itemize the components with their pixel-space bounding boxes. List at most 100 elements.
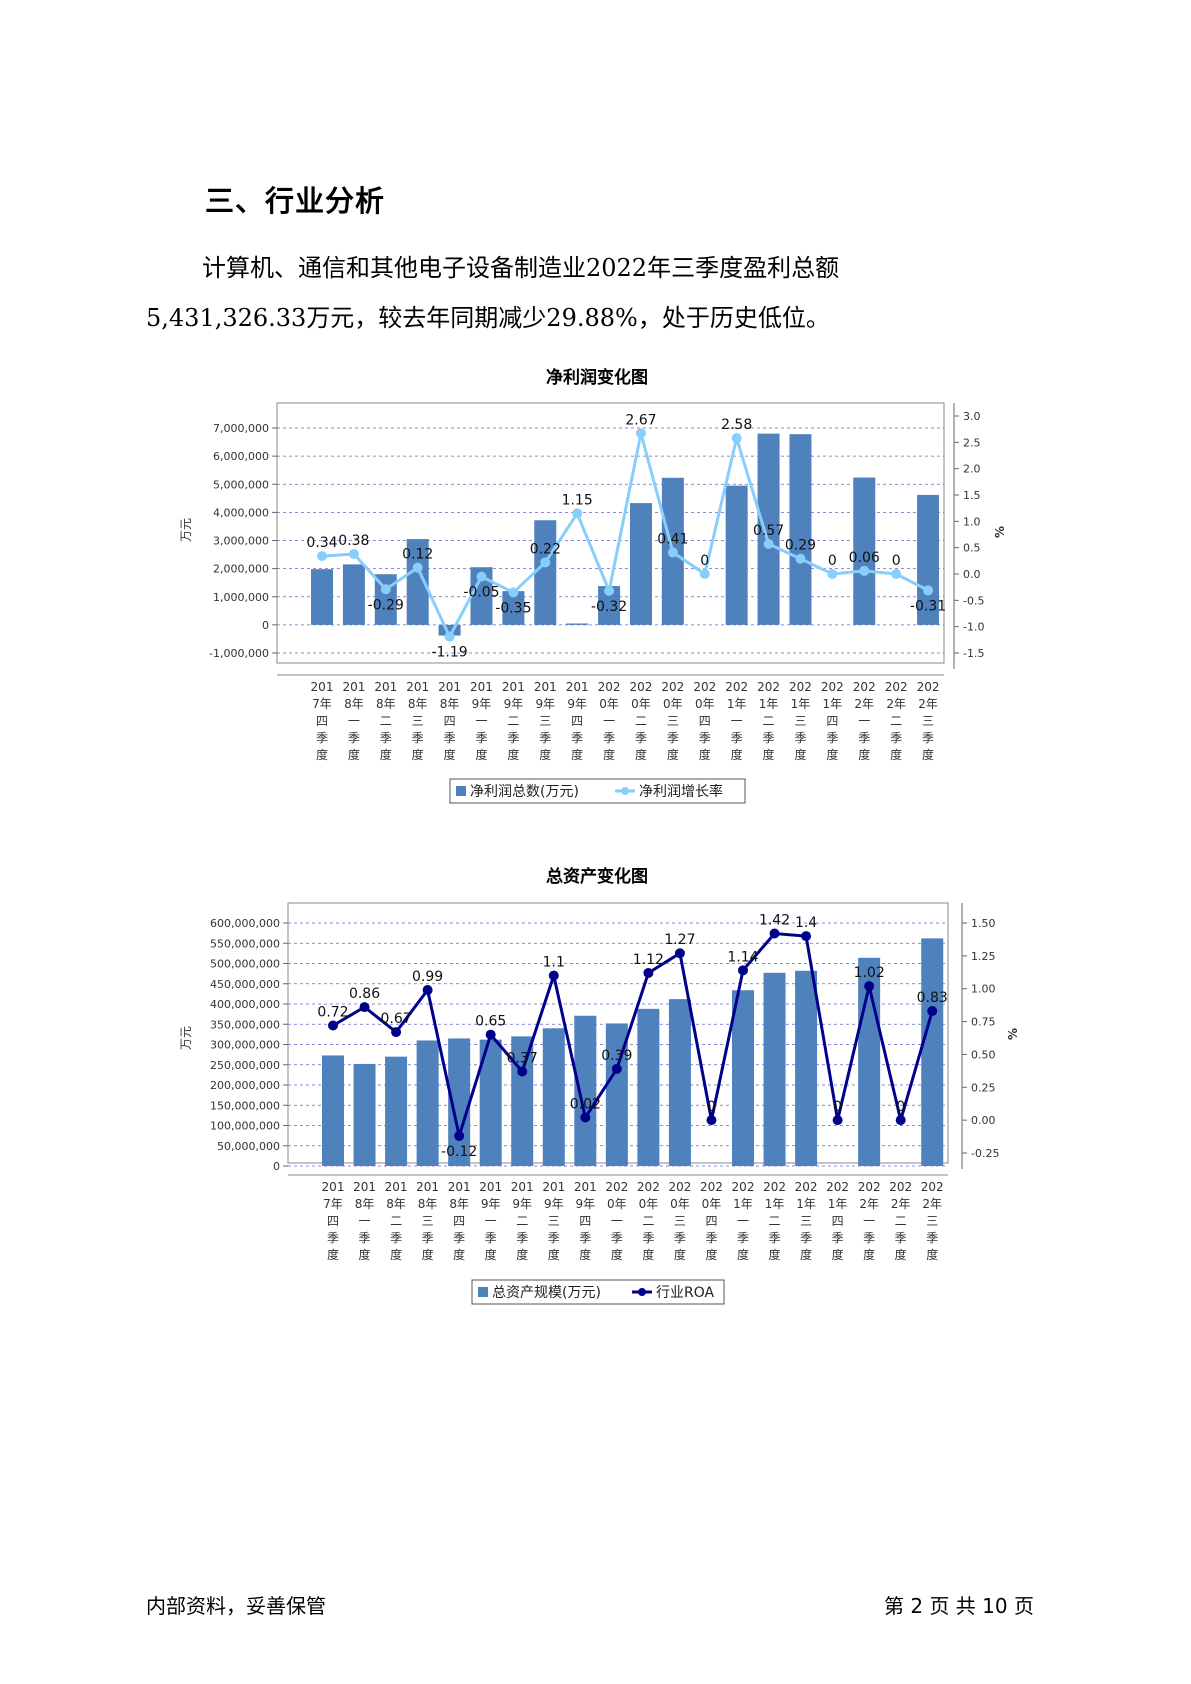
y2-tick-label: -0.25 [971, 1147, 999, 1160]
category-label: 度 [453, 1247, 465, 1262]
line-point-19 [895, 1115, 906, 1126]
line-point-20 [923, 585, 934, 596]
category-label: 季 [826, 731, 838, 745]
data-label-11: 2.67 [625, 412, 656, 428]
category-label: 度 [485, 1247, 497, 1262]
line-point-17 [832, 1115, 843, 1126]
category-label: 度 [890, 747, 902, 762]
legend-bar-swatch [478, 1287, 488, 1297]
category-label: 2年 [886, 697, 906, 711]
category-label: 季 [611, 1231, 623, 1245]
line-point-18 [859, 565, 870, 576]
line-point-3 [380, 584, 391, 595]
bar-14 [732, 990, 754, 1166]
y-tick-label: 2,000,000 [213, 563, 269, 576]
category-label: 202 [853, 680, 876, 694]
category-label: 201 [566, 680, 589, 694]
category-label: 201 [322, 1180, 345, 1194]
data-label-14: 2.58 [721, 417, 752, 433]
category-label: 9年 [535, 697, 555, 711]
y2-tick-label: 0.5 [963, 542, 981, 555]
category-label: 7年 [323, 1197, 343, 1211]
category-label: 度 [390, 1247, 402, 1262]
category-label: 季 [926, 1231, 938, 1245]
category-label: 季 [642, 1231, 654, 1245]
category-label: 201 [385, 1180, 408, 1194]
category-label: 201 [448, 1180, 471, 1194]
y2-tick-label: 0.0 [963, 568, 981, 581]
category-label: 季 [800, 1231, 812, 1245]
category-label: 201 [534, 680, 557, 694]
category-label: 202 [598, 680, 621, 694]
y-tick-label: 550,000,000 [210, 937, 280, 950]
line-point-1 [328, 1020, 338, 1031]
y-tick-label: -1,000,000 [209, 647, 269, 660]
category-label: 度 [603, 747, 615, 762]
line-point-4 [422, 985, 433, 996]
category-label: 8年 [386, 1197, 406, 1211]
data-label-14: 1.14 [727, 949, 758, 965]
category-label: 度 [895, 1247, 907, 1262]
bar-16 [789, 434, 812, 625]
y-tick-label: 250,000,000 [210, 1059, 280, 1072]
line-point-15 [763, 538, 774, 549]
category-label: 202 [789, 680, 812, 694]
line-point-11 [643, 967, 654, 978]
legend-line-marker [638, 1288, 646, 1296]
bar-3 [385, 1056, 408, 1166]
y2-tick-label: 0.50 [971, 1048, 996, 1061]
category-label: 季 [794, 731, 806, 745]
line-point-16 [801, 931, 812, 942]
category-label: 201 [353, 1180, 376, 1194]
category-label: 0年 [695, 697, 715, 711]
category-label: 季 [858, 731, 870, 745]
category-label: 一 [359, 1214, 371, 1228]
category-label: 一 [348, 714, 360, 728]
data-label-15: 1.42 [759, 913, 790, 929]
category-label: 季 [516, 1231, 528, 1245]
category-label: 度 [412, 747, 424, 762]
y-tick-label: 500,000,000 [210, 958, 280, 971]
data-label-12: 1.27 [664, 932, 695, 948]
category-label: 二 [890, 714, 902, 728]
y-tick-label: 150,000,000 [210, 1099, 280, 1112]
category-label: 二 [380, 714, 392, 728]
line-point-13 [699, 569, 710, 579]
category-label: 季 [412, 731, 424, 745]
category-label: 三 [674, 1214, 686, 1228]
category-label: 二 [507, 714, 519, 728]
line-point-9 [572, 508, 583, 519]
y-tick-label: 4,000,000 [213, 506, 269, 519]
category-label: 季 [475, 731, 487, 745]
y-tick-label: 300,000,000 [210, 1039, 280, 1052]
y2-tick-label: 0.00 [971, 1114, 996, 1127]
y-tick-label: 7,000,000 [213, 422, 269, 435]
category-label: 9年 [575, 1197, 595, 1211]
data-label-19: 0 [892, 553, 901, 569]
total-assets-chart: 600,000,000 550,000,000 500,000,000 450,000… [179, 902, 1020, 1305]
y2-tick-label: 2.5 [963, 436, 981, 449]
category-label: 1年 [791, 697, 811, 711]
category-label: 季 [548, 1231, 560, 1245]
line-point-5 [454, 1130, 465, 1141]
bar-14 [725, 485, 748, 625]
category-label: 度 [794, 747, 806, 762]
data-label-8: 0.22 [530, 541, 561, 557]
line-point-8 [540, 557, 551, 568]
data-label-8: 1.1 [543, 955, 565, 971]
category-label: 度 [348, 747, 360, 762]
line-point-3 [391, 1027, 402, 1038]
line-point-16 [795, 553, 806, 564]
y2-tick-label: -1.0 [963, 621, 984, 634]
net-profit-chart: 7,000,000 6,000,000 5,000,000 4,000,000 3,00… [179, 402, 1007, 804]
category-label: 季 [832, 1231, 844, 1245]
category-label: 度 [863, 1247, 875, 1262]
category-label: 季 [422, 1231, 434, 1245]
data-label-18: 0.06 [849, 550, 880, 566]
bar-10 [605, 1023, 628, 1166]
category-label: 1年 [759, 697, 779, 711]
series-line [321, 432, 929, 641]
category-label: 度 [359, 1247, 371, 1262]
line-point-10 [604, 585, 615, 596]
category-label: 度 [516, 1247, 528, 1262]
